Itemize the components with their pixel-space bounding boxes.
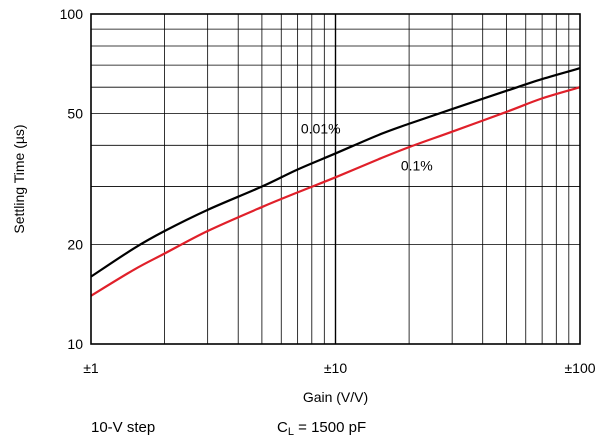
series-line-0-01- bbox=[90, 67, 581, 278]
plot-frame bbox=[90, 13, 581, 345]
footnote-cl-value: = 1500 pF bbox=[293, 419, 367, 436]
series-annotation: 0.01% bbox=[301, 120, 341, 136]
y-axis-label: Settling Time (µs) bbox=[11, 124, 27, 233]
footnote-load-capacitance: CL = 1500 pF bbox=[277, 419, 366, 438]
x-axis-label: Gain (V/V) bbox=[303, 389, 368, 405]
tick-labels: ±1 ±10 ±100 10 20 50 100 bbox=[60, 6, 596, 376]
x-tick-label: ±10 bbox=[324, 360, 347, 376]
footnote-step: 10-V step bbox=[91, 419, 156, 436]
series-annotation: 0.1% bbox=[401, 158, 433, 174]
y-tick-label: 10 bbox=[67, 336, 83, 352]
y-tick-label: 20 bbox=[67, 237, 83, 253]
annotations: 0.01% 0.1% bbox=[301, 120, 433, 173]
grid-lines bbox=[91, 14, 580, 344]
y-tick-label: 50 bbox=[67, 105, 83, 121]
series-line-0-1- bbox=[90, 86, 581, 297]
y-tick-label: 100 bbox=[60, 6, 84, 22]
series-layer bbox=[90, 67, 581, 297]
footnote-cl-subscript: L bbox=[287, 426, 294, 438]
x-tick-label: ±100 bbox=[564, 360, 595, 376]
x-tick-label: ±1 bbox=[83, 360, 99, 376]
footnote-cl-symbol: C bbox=[277, 419, 288, 436]
